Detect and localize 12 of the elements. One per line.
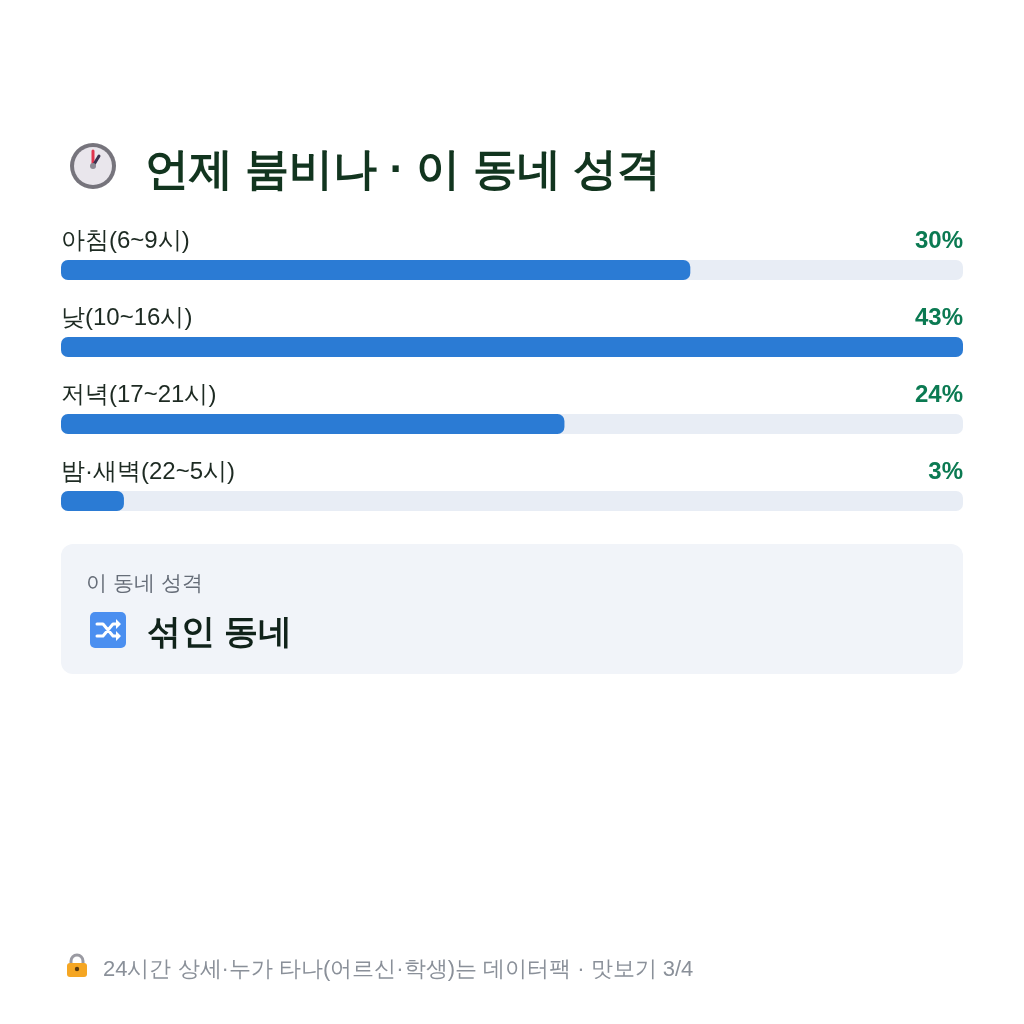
y-tick-label: 아침(6~9시) — [61, 226, 190, 253]
y-tick-label: 낮(10~16시) — [61, 303, 193, 330]
data-label: 3% — [928, 457, 963, 484]
y-tick-label: 밤·새벽(22~5시) — [61, 457, 236, 484]
text: 이 동네 성격 — [86, 571, 203, 594]
data-label: 30% — [914, 226, 963, 253]
y-tick-label: 저녁(17~21시) — [61, 380, 217, 407]
data-label: 24% — [914, 380, 963, 407]
chart-title: 언제 붐비나 · 이 동네 성격 — [145, 144, 661, 193]
text: 섞인 동네 — [147, 612, 293, 650]
text: 24시간 상세·누가 타나(어르신·학생)는 데이터팩 · 맛보기 3/4 — [103, 956, 694, 981]
data-label: 43% — [914, 303, 963, 330]
